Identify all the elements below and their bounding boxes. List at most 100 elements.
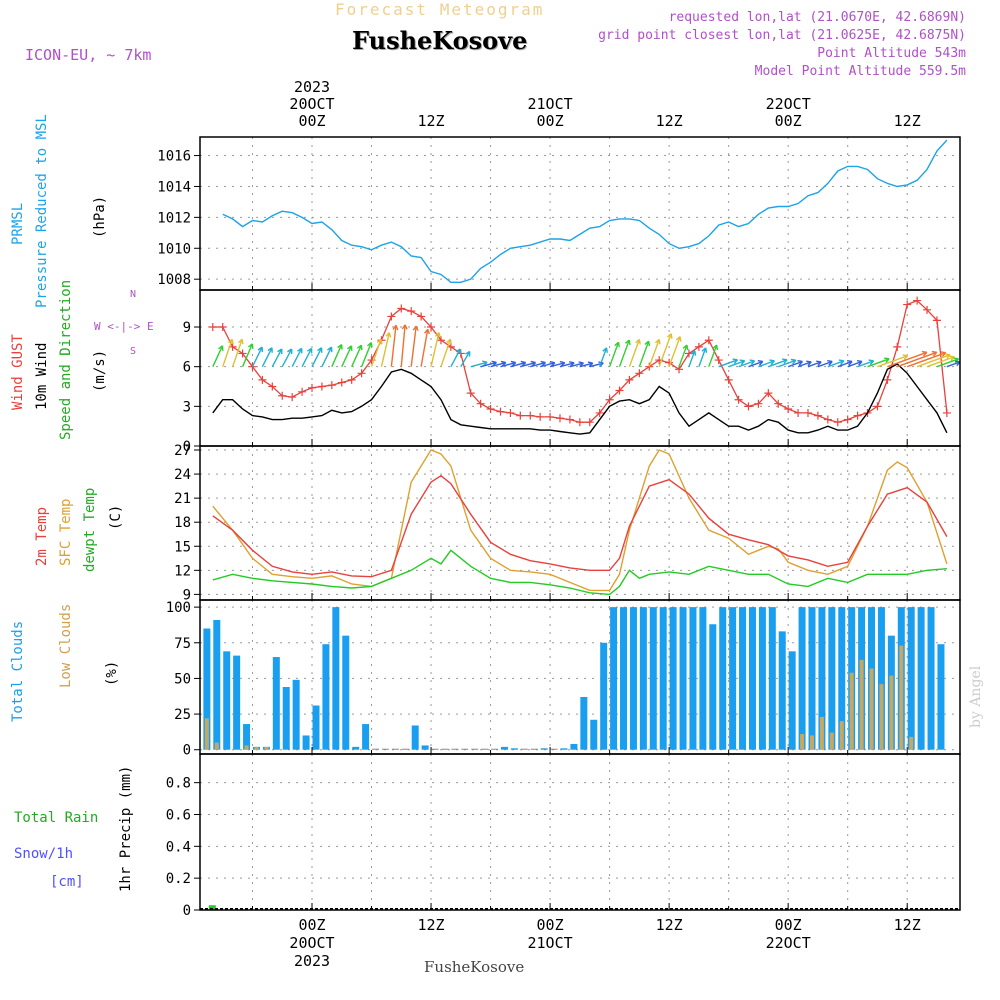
wind-direction-arrow (946, 361, 961, 368)
gust-marker (417, 312, 426, 321)
total-cloud-bar (679, 607, 687, 750)
wind-arrow-head (846, 360, 853, 366)
wind-direction-arrow (549, 362, 565, 368)
wind-unit-label: (m/s) (92, 349, 108, 392)
gust-marker (734, 395, 743, 404)
gust-marker (754, 399, 763, 408)
wind-arrow-head (868, 359, 875, 366)
total-cloud-bar (312, 705, 320, 750)
wind-arrow-head (455, 348, 462, 355)
y-tick-label: 100 (166, 600, 191, 616)
gust-marker (407, 307, 416, 316)
y-tick-label: 0 (183, 743, 191, 759)
footer-location: FusheKosove (424, 958, 525, 976)
total-cloud-bar (828, 607, 836, 750)
gust-marker (387, 312, 396, 321)
wind-dir-label: Speed and Direction (58, 279, 74, 440)
top-time-label: 12Z (894, 112, 921, 130)
wind-direction-arrow (450, 348, 461, 368)
y-tick-label: 0.8 (166, 776, 191, 792)
low-cloud-bar (214, 742, 219, 750)
wind-direction-arrow (241, 343, 253, 367)
total-cloud-bar (600, 642, 608, 750)
wind-direction-arrow (390, 325, 397, 367)
gust-marker (932, 316, 941, 325)
total-cloud-bar (719, 607, 727, 750)
gust-marker (327, 381, 336, 390)
wind-direction-arrow (867, 358, 890, 368)
total-cloud-bar (372, 748, 380, 750)
wind-arrow-head (307, 347, 313, 354)
y-tick-label: 25 (174, 707, 191, 723)
wind-direction-arrow (510, 361, 526, 368)
low-cloud-bar (810, 735, 814, 750)
gust-marker (208, 323, 217, 332)
gust-marker (506, 408, 515, 417)
gust-marker (565, 415, 574, 424)
wind-direction-arrow (212, 345, 224, 367)
y-tick-label: 21 (174, 491, 191, 507)
total-cloud-bar (471, 748, 479, 750)
total-cloud-bar (580, 696, 588, 750)
top-time-label: 00Z (298, 112, 325, 130)
total-cloud-bar (481, 748, 489, 750)
low-cloud-bar (909, 736, 914, 750)
gust-marker (704, 336, 713, 345)
dewpt-label: dewpt Temp (82, 487, 98, 572)
gust-marker (774, 399, 783, 408)
wind-arrow-head (666, 333, 673, 339)
y-tick-label: 75 (174, 636, 191, 652)
total-cloud-bar (629, 607, 637, 750)
y-tick-label: 12 (174, 563, 191, 579)
compass-west-east: W <-|-> E (94, 320, 154, 333)
wind-arrow-head (856, 360, 863, 366)
wind-direction-arrow (817, 360, 833, 368)
total-cloud-bar (808, 607, 816, 750)
gust-label: Wind GUST (10, 334, 26, 410)
gust-marker (883, 375, 892, 384)
wind-direction-arrow (569, 362, 584, 368)
total-cloud-bar (689, 607, 697, 750)
gust-marker (794, 408, 803, 417)
compass-south: S (130, 346, 137, 357)
gust-marker (575, 418, 584, 427)
wind-direction-arrow (341, 345, 353, 367)
pressure-unit-label: (hPa) (92, 195, 108, 238)
rain-label: Total Rain (14, 810, 99, 826)
wind-direction-arrow (380, 332, 390, 367)
y-tick-label: 1014 (157, 179, 191, 195)
wind-direction-arrow (608, 342, 620, 367)
total-cloud-bar (620, 607, 628, 750)
precip-unit-label: 1hr Precip (mm) (118, 765, 134, 892)
gust-marker (476, 399, 485, 408)
dewpt-line (212, 549, 947, 596)
gust-marker (427, 323, 436, 332)
rain-bar (208, 905, 216, 910)
bottom-time-label: 00Z (775, 916, 802, 934)
y-tick-label: 6 (183, 360, 191, 376)
low-cloud-bar (839, 721, 844, 750)
chart-product-title: Forecast Meteogram (335, 0, 545, 19)
total-cloud-bar (243, 724, 251, 750)
wind-arrow-head (675, 336, 682, 342)
gust-marker (764, 389, 773, 398)
bottom-time-label: 00Z (298, 916, 325, 934)
wind-arrow-head (732, 358, 739, 365)
total-cloud-bar (768, 607, 776, 750)
total-cloud-bar (788, 651, 796, 750)
wind-direction-arrow (301, 348, 313, 368)
gust-marker (536, 412, 545, 421)
gust-marker (784, 404, 793, 413)
top-time-label: 00Z (537, 112, 564, 130)
panel-frame-precip (199, 753, 961, 911)
t2m-label: 2m Temp (34, 506, 50, 566)
gust-line (212, 299, 948, 423)
total-cloud-bar (729, 607, 737, 750)
wind-direction-arrow (728, 360, 745, 368)
wind-direction-arrow (906, 351, 946, 368)
wind-arrow-head (827, 360, 833, 366)
wind-arrow-head (682, 344, 689, 351)
gust-marker (337, 378, 346, 387)
total-cloud-bar (203, 628, 211, 750)
